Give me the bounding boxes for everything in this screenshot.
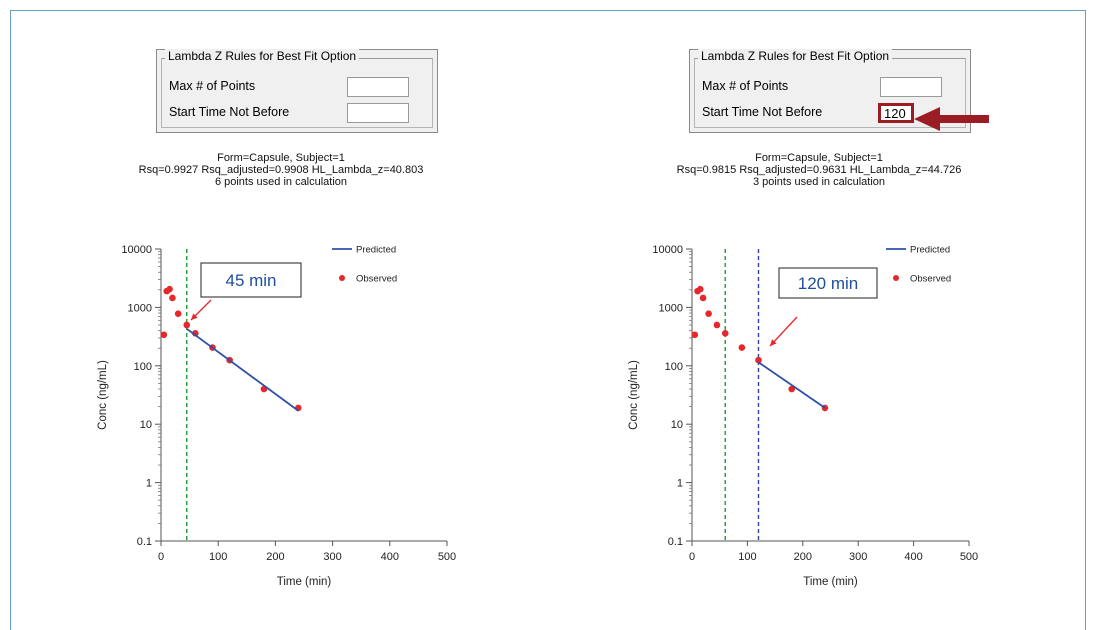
y-tick-label: 1 <box>677 478 683 490</box>
plot-subtitle-line1: Form=Capsule, Subject=1 <box>217 152 345 164</box>
observed-point <box>738 344 746 351</box>
right-panel: Lambda Z Rules for Best Fit Option Max #… <box>549 11 1089 621</box>
groupbox-title: Lambda Z Rules for Best Fit Option <box>698 49 893 63</box>
x-tick-label: 100 <box>209 551 227 563</box>
y-axis-label: Conc (ng/mL) <box>628 360 640 430</box>
observed-point <box>713 321 721 329</box>
y-axis-label: Conc (ng/mL) <box>97 360 109 430</box>
annotation-arrowhead <box>770 339 777 346</box>
x-tick-label: 100 <box>738 551 756 563</box>
predicted-line <box>186 328 299 412</box>
plot-subtitle-line3: 6 points used in calculation <box>214 176 348 188</box>
observed-point <box>691 331 699 339</box>
big-arrow-shape <box>914 107 989 131</box>
conc-time-chart-left: 0.1 1 10 100 1000 10000 0 100 200 300 400 500 Time (… <box>97 244 456 588</box>
legend-observed-label: Observed <box>910 274 951 285</box>
annotation-label: 45 min <box>225 271 276 290</box>
y-tick-label: 10 <box>671 419 683 431</box>
legend-observed-swatch <box>339 275 345 281</box>
conc-time-chart-right: 0.1 1 10 100 1000 10000 0 100 200 300 400 500 Time (… <box>628 244 978 588</box>
start-time-input[interactable] <box>347 103 409 123</box>
x-tick-label: 500 <box>960 551 978 563</box>
observed-point <box>160 331 168 339</box>
start-time-label: Start Time Not Before <box>169 105 290 119</box>
max-points-label: Max # of Points <box>169 79 256 93</box>
observed-point <box>721 330 729 337</box>
start-time-label: Start Time Not Before <box>702 105 823 119</box>
x-tick-label: 0 <box>689 551 695 563</box>
observed-point <box>755 356 762 364</box>
observed-point <box>174 310 182 318</box>
legend-predicted-label: Predicted <box>356 245 396 256</box>
x-tick-label: 400 <box>381 551 399 563</box>
groupbox-title: Lambda Z Rules for Best Fit Option <box>165 49 360 63</box>
observed-point <box>166 285 173 293</box>
x-tick-label: 300 <box>849 551 867 563</box>
legend-predicted-label: Predicted <box>910 245 950 256</box>
y-tick-label: 1000 <box>128 302 152 314</box>
y-tick-label: 10000 <box>652 244 683 256</box>
y-tick-label: 10000 <box>121 244 152 256</box>
x-tick-label: 400 <box>904 551 922 563</box>
max-points-input[interactable] <box>880 77 942 97</box>
x-tick-label: 0 <box>158 551 164 563</box>
y-tick-label: 10 <box>140 419 152 431</box>
plot-subtitle-line2: Rsq=0.9927 Rsq_adjusted=0.9908 HL_Lambda… <box>138 164 424 176</box>
x-tick-label: 300 <box>323 551 341 563</box>
annotation-arrowhead <box>191 313 198 320</box>
plot-subtitle-line1: Form=Capsule, Subject=1 <box>755 152 883 164</box>
observed-point <box>788 385 796 393</box>
plot-subtitle-line3: 3 points used in calculation <box>752 176 886 188</box>
figure-frame: Lambda Z Rules for Best Fit Option Max #… <box>10 10 1086 630</box>
observed-point <box>183 321 191 329</box>
y-tick-label: 100 <box>665 361 683 373</box>
max-points-input[interactable] <box>347 77 409 97</box>
annotation-box <box>200 262 302 298</box>
x-axis-label: Time (min) <box>277 576 332 588</box>
annotation-label: 120 min <box>798 274 858 293</box>
lambda-z-rules-groupbox: Lambda Z Rules for Best Fit Option Max #… <box>156 49 438 133</box>
observed-point <box>705 310 712 318</box>
observed-point <box>697 285 704 293</box>
plot-subtitle-line2: Rsq=0.9815 Rsq_adjusted=0.9631 HL_Lambda… <box>676 164 962 176</box>
observed-point <box>169 294 176 302</box>
legend-observed-swatch <box>893 275 899 281</box>
legend-observed-label: Observed <box>356 274 397 285</box>
y-tick-label: 0.1 <box>137 536 152 548</box>
predicted-line <box>757 361 826 409</box>
start-time-input-highlighted[interactable] <box>878 103 914 123</box>
y-tick-label: 100 <box>134 361 152 373</box>
observed-point <box>699 294 707 302</box>
x-axis-label: Time (min) <box>803 576 858 588</box>
x-tick-label: 200 <box>266 551 284 563</box>
y-tick-label: 0.1 <box>668 536 683 548</box>
big-arrow-icon <box>914 107 989 131</box>
left-panel: Lambda Z Rules for Best Fit Option Max #… <box>11 11 551 621</box>
annotation-box <box>778 267 878 299</box>
annotation-arrow-icon <box>769 316 798 347</box>
x-tick-label: 500 <box>438 551 456 563</box>
x-tick-label: 200 <box>794 551 812 563</box>
y-tick-label: 1000 <box>659 302 683 314</box>
y-tick-label: 1 <box>146 478 152 490</box>
max-points-label: Max # of Points <box>702 79 789 93</box>
